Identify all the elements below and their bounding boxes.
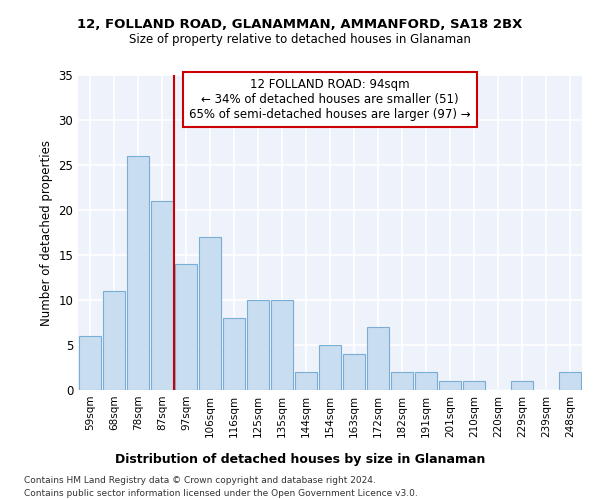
Bar <box>367 327 389 390</box>
Bar <box>175 264 197 390</box>
Text: Size of property relative to detached houses in Glanaman: Size of property relative to detached ho… <box>129 32 471 46</box>
Text: Distribution of detached houses by size in Glanaman: Distribution of detached houses by size … <box>115 452 485 466</box>
Bar <box>559 372 581 390</box>
Bar <box>247 300 269 390</box>
Bar <box>295 372 317 390</box>
Bar <box>463 381 485 390</box>
Bar <box>271 300 293 390</box>
Bar <box>223 318 245 390</box>
Text: Contains public sector information licensed under the Open Government Licence v3: Contains public sector information licen… <box>24 489 418 498</box>
Text: Contains HM Land Registry data © Crown copyright and database right 2024.: Contains HM Land Registry data © Crown c… <box>24 476 376 485</box>
Y-axis label: Number of detached properties: Number of detached properties <box>40 140 53 326</box>
Bar <box>103 291 125 390</box>
Bar <box>151 201 173 390</box>
Bar <box>79 336 101 390</box>
Bar <box>199 237 221 390</box>
Bar <box>343 354 365 390</box>
Bar <box>391 372 413 390</box>
Text: 12 FOLLAND ROAD: 94sqm
← 34% of detached houses are smaller (51)
65% of semi-det: 12 FOLLAND ROAD: 94sqm ← 34% of detached… <box>189 78 471 121</box>
Bar <box>511 381 533 390</box>
Bar <box>439 381 461 390</box>
Bar <box>127 156 149 390</box>
Text: 12, FOLLAND ROAD, GLANAMMAN, AMMANFORD, SA18 2BX: 12, FOLLAND ROAD, GLANAMMAN, AMMANFORD, … <box>77 18 523 30</box>
Bar <box>319 345 341 390</box>
Bar <box>415 372 437 390</box>
